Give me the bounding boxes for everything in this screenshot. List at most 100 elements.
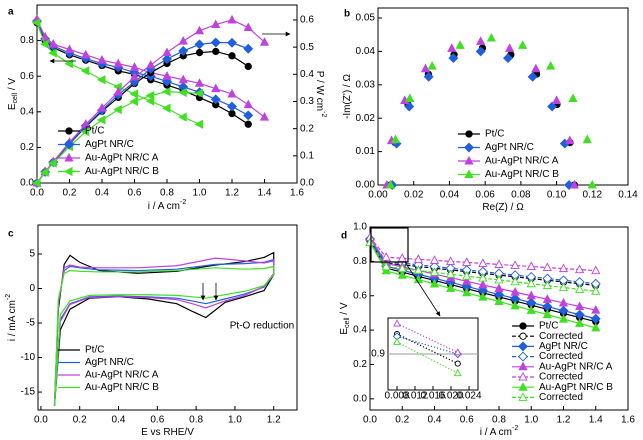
axis-label-part: E (339, 328, 350, 335)
y2-tick-label: 0.0 (300, 178, 314, 189)
axis-label-part: -2 (512, 425, 518, 432)
x-tick-label: 1.2 (557, 415, 571, 426)
marker (582, 134, 592, 144)
axis-label-part: E vs RHE/V (141, 427, 194, 438)
marker (96, 115, 106, 125)
marker (178, 112, 187, 122)
marker (455, 40, 465, 49)
marker (531, 63, 541, 73)
marker (510, 276, 520, 286)
marker (478, 279, 488, 289)
axis-label-part: E (7, 103, 18, 110)
legend-marker (64, 152, 74, 162)
marker (542, 262, 552, 272)
marker (161, 103, 171, 113)
marker (228, 52, 236, 60)
marker (427, 60, 437, 70)
marker (211, 19, 221, 29)
marker (404, 101, 415, 112)
marker (494, 259, 504, 268)
x-tick-label: 1.6 (621, 415, 635, 426)
legend-marker (518, 382, 528, 391)
x-tick-label: 0.04 (440, 190, 460, 201)
marker (227, 101, 237, 112)
x-tick-label: 0.0 (363, 415, 377, 426)
marker (81, 49, 91, 59)
marker (381, 252, 391, 261)
marker (542, 309, 552, 319)
plot-frame (37, 224, 298, 411)
marker (48, 39, 58, 48)
marker (486, 32, 496, 42)
marker (393, 319, 401, 327)
legend-marker (518, 351, 528, 362)
x-tick-label: 0.00 (368, 190, 388, 201)
marker (113, 105, 122, 115)
marker (575, 284, 585, 293)
x-tick-label: 1.2 (225, 188, 239, 199)
x-tick-label: 0.14 (618, 190, 638, 201)
marker (162, 47, 172, 57)
marker (243, 99, 253, 109)
legend-marker (518, 341, 528, 352)
y-tick-label: 0.02 (356, 113, 376, 124)
marker (510, 287, 520, 296)
legend-marker (519, 322, 527, 330)
x-tick-label: 0.8 (492, 415, 506, 426)
y-tick-label: 0.05 (356, 13, 376, 24)
marker (227, 37, 237, 48)
axis-label: i / A cm-2 (148, 199, 187, 211)
legend-marker (518, 371, 528, 381)
y-tick-label: 0.04 (356, 46, 376, 57)
x-tick-label: 0.008 (384, 391, 409, 402)
y2-tick-label: 0.5 (300, 42, 314, 53)
marker (31, 18, 41, 28)
marker (413, 254, 423, 263)
y-tick-label: 0.03 (356, 79, 376, 90)
marker (448, 53, 459, 64)
marker (591, 286, 601, 295)
marker (546, 60, 556, 70)
legend-label: Corrected (539, 392, 583, 403)
x-tick-label: 0.2 (395, 415, 409, 426)
x-tick-label: 0.4 (112, 415, 126, 426)
legend-marker (464, 142, 474, 153)
marker (194, 88, 203, 98)
marker (558, 282, 569, 291)
legend-marker (465, 130, 473, 138)
marker (113, 86, 123, 96)
legend-label: Pt/C (85, 126, 104, 137)
y-tick-label: 0.01 (356, 146, 376, 157)
x-tick-label: 0.4 (95, 188, 109, 199)
marker (48, 158, 57, 168)
x-tick-label: 0.2 (73, 415, 87, 426)
y-tick-label: 0.6 (353, 290, 367, 301)
marker (397, 270, 407, 279)
legend-label: Au-AgPt NR/C B (485, 169, 559, 180)
axis-label: -Im(Z') / Ω (342, 74, 353, 119)
x-tick-label: 0.6 (150, 415, 164, 426)
marker (393, 337, 401, 345)
y-tick-label: 0 (29, 283, 35, 294)
marker (259, 112, 270, 121)
legend-label: Au-AgPt NR/C A (85, 370, 159, 381)
axis-label-part: / V (7, 78, 18, 93)
marker (542, 294, 552, 303)
marker (194, 119, 203, 129)
axis-label: i / mA cm-2 (5, 294, 17, 341)
marker (397, 253, 407, 262)
marker (587, 179, 597, 189)
y2-tick-label: 0.2 (300, 123, 314, 134)
marker (510, 300, 520, 310)
marker (526, 278, 536, 288)
x-tick-label: 0.10 (547, 190, 567, 201)
legend-marker (464, 155, 474, 165)
legend-marker (464, 169, 474, 178)
marker (113, 58, 123, 68)
marker (194, 39, 205, 50)
marker (195, 48, 204, 57)
marker (381, 265, 391, 275)
marker (129, 96, 138, 107)
y-tick-label: 0.0 (20, 178, 34, 189)
marker (568, 93, 578, 102)
